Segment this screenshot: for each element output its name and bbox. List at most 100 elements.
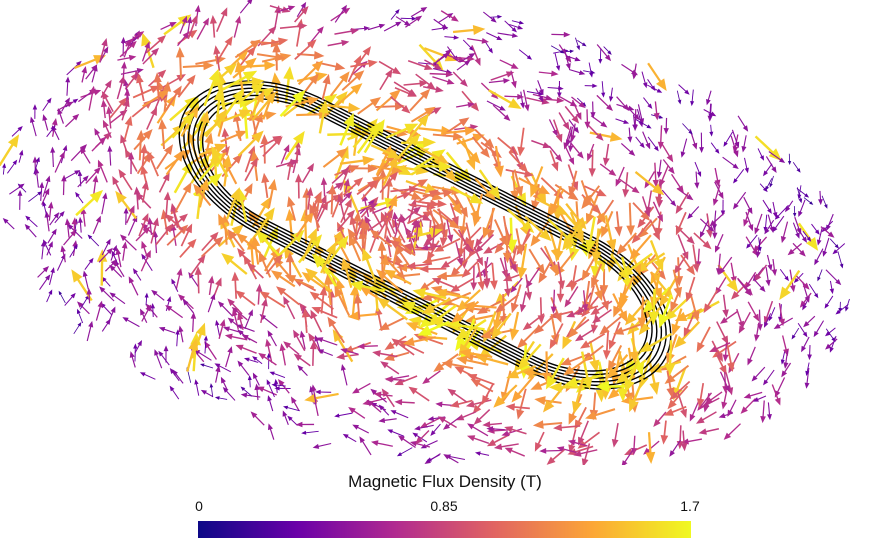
flux-arrow <box>213 45 221 71</box>
flux-arrow <box>116 75 126 100</box>
flux-arrow <box>689 401 700 422</box>
flux-arrow <box>766 254 773 271</box>
flux-arrow <box>33 156 40 175</box>
flux-arrow <box>401 301 436 319</box>
flux-arrow <box>432 76 455 85</box>
flux-arrow <box>829 335 837 353</box>
flux-arrow <box>336 83 363 106</box>
flux-arrow <box>349 164 379 173</box>
flux-arrow <box>171 278 179 292</box>
flux-arrow <box>669 380 691 401</box>
flux-arrow <box>581 185 601 210</box>
flux-arrow <box>537 80 544 96</box>
flux-arrow <box>218 213 232 240</box>
flux-arrow <box>629 234 652 261</box>
flux-arrow <box>267 395 274 412</box>
flux-arrow <box>792 242 806 257</box>
flux-arrow <box>293 353 311 367</box>
flux-arrow <box>765 156 777 173</box>
flux-arrow <box>390 410 409 419</box>
flux-arrow <box>549 150 559 172</box>
flux-arrow <box>477 262 486 291</box>
flux-arrow <box>797 322 808 338</box>
flux-arrow <box>615 118 630 124</box>
flux-arrow <box>99 38 108 62</box>
flux-arrow <box>459 348 493 359</box>
flux-arrow <box>81 65 88 83</box>
flux-arrow <box>562 221 583 251</box>
flux-arrow <box>474 451 490 456</box>
flux-arrow <box>82 270 89 290</box>
flux-arrow <box>258 352 277 366</box>
flux-arrow <box>584 109 591 129</box>
flux-arrow <box>621 63 638 76</box>
flux-arrow <box>653 411 667 427</box>
flux-arrow <box>234 39 262 59</box>
flux-arrow <box>752 395 767 402</box>
flux-arrow <box>209 14 217 38</box>
flux-arrow <box>680 254 695 276</box>
flux-arrow <box>664 340 676 377</box>
flux-arrow <box>294 5 309 23</box>
flux-arrow <box>558 112 570 131</box>
flux-arrow <box>91 136 107 152</box>
flux-arrow <box>814 248 824 266</box>
flux-arrow <box>217 35 233 61</box>
flux-arrow <box>179 15 188 34</box>
flux-arrow <box>643 440 660 455</box>
flux-arrow <box>619 275 635 305</box>
flux-arrow <box>390 96 411 114</box>
flux-arrow <box>518 177 551 195</box>
flux-arrow <box>339 112 354 146</box>
flux-arrow <box>260 297 268 324</box>
flux-arrow <box>252 372 260 386</box>
flux-arrow <box>64 218 71 238</box>
flux-arrow <box>171 213 188 229</box>
flux-arrow <box>743 391 763 399</box>
flux-arrow <box>434 49 452 65</box>
flux-arrow <box>820 226 835 238</box>
flux-arrow <box>46 289 53 303</box>
flux-arrow <box>621 449 634 465</box>
flux-arrow <box>626 202 635 237</box>
flux-arrow <box>432 208 461 230</box>
flux-arrow <box>588 149 596 178</box>
flux-arrow <box>543 245 558 276</box>
flux-arrow <box>37 266 50 278</box>
flux-arrow <box>340 364 348 386</box>
flux-arrow <box>474 234 495 254</box>
flux-arrow <box>42 97 52 112</box>
flux-arrow <box>409 440 431 448</box>
flux-arrow <box>329 71 350 97</box>
flux-arrow <box>403 80 429 88</box>
flux-arrow <box>406 261 432 270</box>
flux-arrow <box>349 283 360 315</box>
flux-arrow <box>816 227 823 246</box>
flux-arrow <box>412 287 447 300</box>
flux-arrow <box>441 360 474 370</box>
flux-arrow <box>504 93 525 100</box>
flux-arrow <box>200 389 214 398</box>
flux-arrow <box>560 352 591 366</box>
flux-arrow <box>706 90 712 106</box>
flux-arrow <box>164 213 184 231</box>
flux-arrow <box>569 265 578 292</box>
flux-arrow <box>107 145 113 166</box>
flux-arrow <box>569 211 584 245</box>
flux-arrow <box>504 447 525 457</box>
flux-arrow <box>722 342 729 362</box>
flux-arrow <box>663 405 687 416</box>
flux-arrow <box>803 315 816 328</box>
flux-arrow <box>25 215 38 228</box>
flux-arrow <box>620 256 633 292</box>
flux-arrow <box>275 286 300 306</box>
flux-arrow <box>564 286 579 308</box>
flux-arrow <box>117 54 137 61</box>
flux-arrow <box>64 113 80 128</box>
flux-arrow <box>133 343 138 362</box>
flux-arrow <box>163 191 171 218</box>
flux-arrow <box>227 298 243 315</box>
flux-arrow <box>456 289 481 312</box>
flux-arrow <box>140 308 148 323</box>
flux-arrow <box>80 206 87 227</box>
